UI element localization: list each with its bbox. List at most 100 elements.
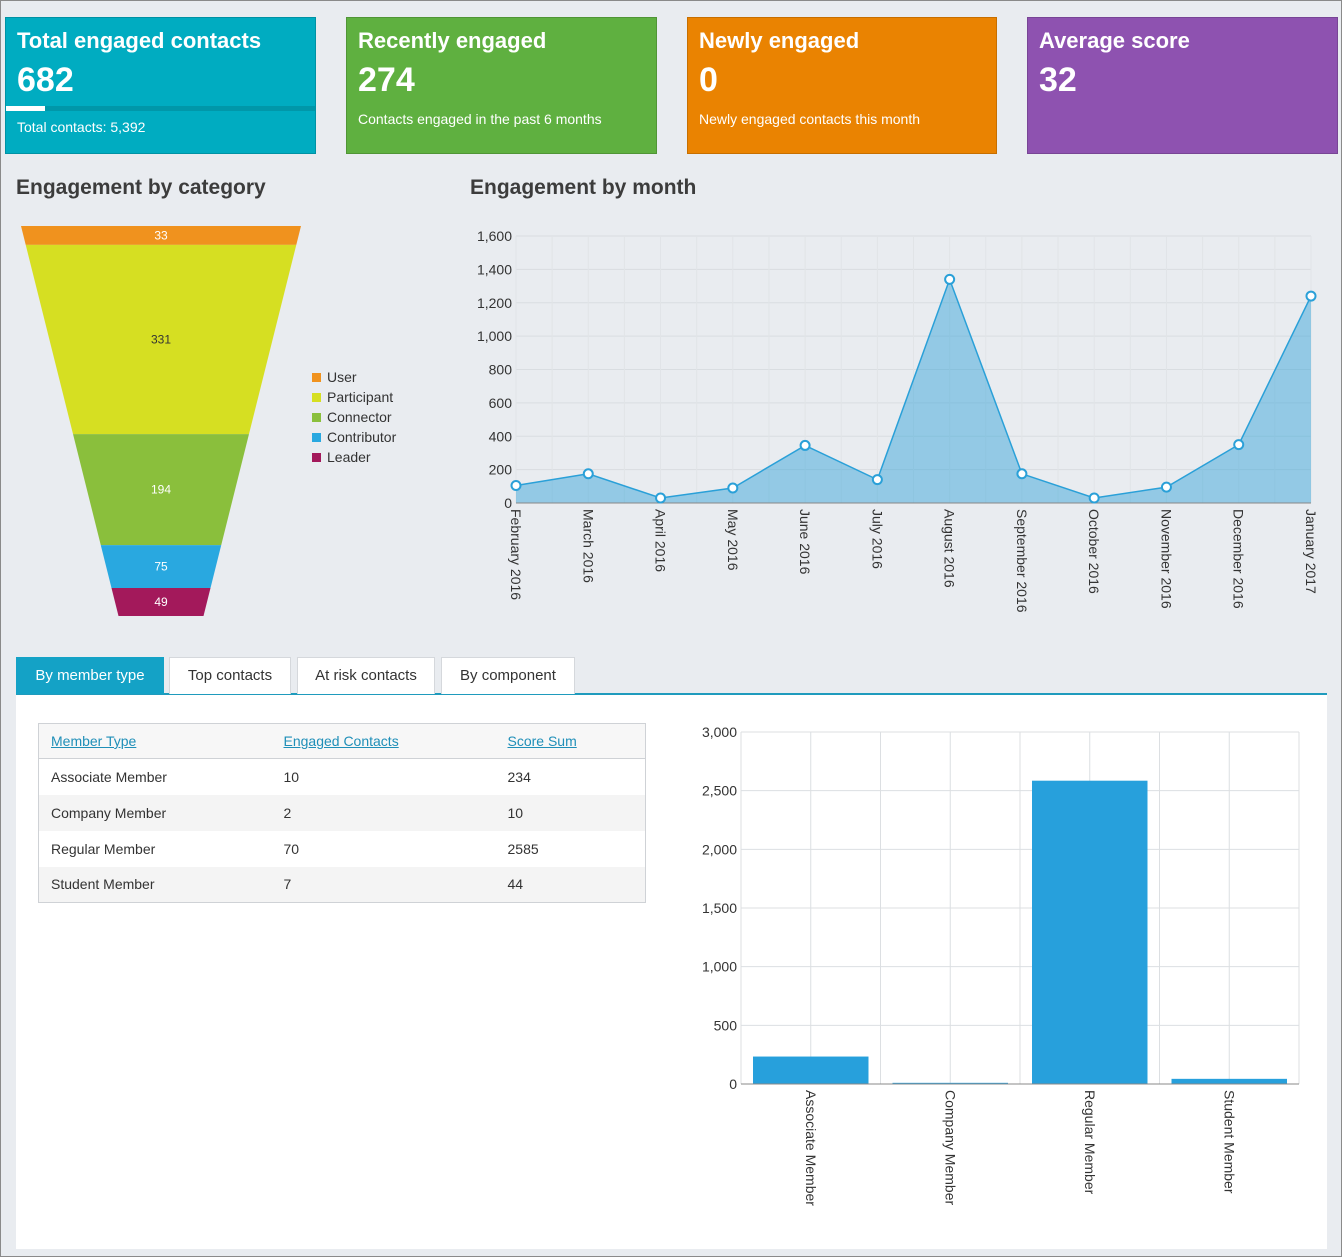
column-header-engaged-contacts[interactable]: Engaged Contacts — [271, 723, 496, 759]
tile-subtext: Contacts engaged in the past 6 months — [358, 111, 602, 127]
data-point — [1016, 468, 1028, 480]
tab-bar: By member type Top contacts At risk cont… — [16, 657, 1327, 695]
y-tick-label: 1,000 — [702, 959, 737, 975]
table-row: Company Member 2 10 — [38, 794, 646, 831]
table-row: Regular Member 70 2585 — [38, 830, 646, 867]
cell-member-type: Regular Member — [38, 830, 272, 867]
tab-at-risk-contacts[interactable]: At risk contacts — [297, 657, 435, 694]
x-tick-label: August 2016 — [942, 509, 958, 588]
tile-average-score: Average score 32 — [1027, 17, 1338, 154]
tile-newly-engaged: Newly engaged 0 Newly engaged contacts t… — [687, 17, 997, 154]
data-point — [655, 492, 667, 504]
funnel-value-label: 49 — [154, 595, 168, 609]
data-point — [727, 482, 739, 494]
cell-engaged-contacts: 7 — [271, 866, 496, 903]
bar-student-member — [1171, 1078, 1287, 1084]
y-tick-label: 400 — [489, 428, 513, 444]
y-tick-label: 800 — [489, 362, 513, 378]
data-point — [510, 479, 522, 491]
tile-title: Total engaged contacts — [17, 28, 262, 53]
cell-member-type: Company Member — [38, 794, 272, 831]
y-tick-label: 1,600 — [477, 228, 512, 244]
tab-panel: Member Type Engaged Contacts Score Sum A… — [16, 695, 1327, 1249]
member-type-bar-chart: 0 500 1,000 1,500 2,000 2,500 3,000 Associate M… — [702, 724, 1300, 1206]
funnel-segment-participant — [25, 244, 297, 435]
x-tick-label: January 2017 — [1303, 509, 1319, 594]
data-point — [1233, 439, 1245, 451]
cell-engaged-contacts: 2 — [271, 794, 496, 831]
x-tick-label: Associate Member — [803, 1090, 819, 1206]
legend-swatch — [312, 413, 321, 422]
table-row: Associate Member 10 234 — [38, 758, 646, 795]
legend-swatch — [312, 433, 321, 442]
data-point — [582, 468, 594, 480]
y-tick-label: 3,000 — [702, 724, 737, 740]
bar-associate-member — [753, 1056, 869, 1084]
cell-member-type: Student Member — [38, 866, 272, 903]
legend-label: Participant — [327, 389, 393, 405]
tab-by-member-type[interactable]: By member type — [16, 657, 164, 694]
column-header-score-sum[interactable]: Score Sum — [495, 723, 646, 759]
y-tick-label: 1,400 — [477, 261, 512, 277]
y-tick-label: 0 — [504, 495, 512, 511]
x-tick-label: May 2016 — [725, 509, 741, 571]
x-tick-label: July 2016 — [869, 509, 885, 569]
tab-top-contacts[interactable]: Top contacts — [169, 657, 291, 694]
x-tick-label: September 2016 — [1014, 509, 1030, 613]
column-header-member-type[interactable]: Member Type — [38, 723, 272, 759]
tile-title: Average score — [1039, 28, 1190, 53]
x-tick-label: Regular Member — [1082, 1090, 1098, 1195]
legend-label: User — [327, 369, 357, 385]
y-tick-label: 2,500 — [702, 783, 737, 799]
series-line — [515, 277, 1312, 499]
funnel-value-label: 194 — [151, 483, 171, 497]
tile-title: Newly engaged — [699, 28, 860, 53]
engagement-by-month-title: Engagement by month — [470, 176, 697, 199]
x-tick-label: November 2016 — [1158, 509, 1174, 609]
x-tick-label: February 2016 — [508, 509, 524, 600]
tile-total-engaged: Total engaged contacts 682 Total contact… — [5, 17, 316, 154]
funnel-segment-contributor — [100, 545, 222, 588]
tab-by-component[interactable]: By component — [441, 657, 575, 694]
tile-progress-fill — [6, 106, 45, 111]
y-tick-label: 1,500 — [702, 900, 737, 916]
bar-regular-member — [1032, 780, 1148, 1084]
table-header-row: Member Type Engaged Contacts Score Sum — [38, 723, 646, 759]
data-point — [1305, 290, 1317, 302]
legend-swatch — [312, 373, 321, 382]
x-tick-label: April 2016 — [653, 509, 669, 572]
data-point — [1160, 481, 1172, 493]
x-tick-label: Company Member — [942, 1090, 958, 1205]
legend-label: Contributor — [327, 429, 397, 445]
data-point — [944, 273, 956, 285]
member-type-table: Member Type Engaged Contacts Score Sum A… — [38, 723, 646, 903]
tile-subtext: Total contacts: 5,392 — [17, 119, 146, 135]
legend-label: Leader — [327, 449, 371, 465]
tile-value: 32 — [1039, 61, 1077, 99]
cell-member-type: Associate Member — [38, 758, 272, 795]
tile-recently-engaged: Recently engaged 274 Contacts engaged in… — [346, 17, 657, 154]
monthly-area-chart: 0 200 400 600 800 1,000 1,200 1,400 1,600 Februar… — [477, 228, 1319, 613]
x-tick-label: March 2016 — [580, 509, 596, 583]
x-tick-label: October 2016 — [1086, 509, 1102, 594]
data-point — [871, 474, 883, 486]
legend-label: Connector — [327, 409, 392, 425]
y-tick-label: 600 — [489, 395, 513, 411]
data-point — [799, 439, 811, 451]
table-row: Student Member 7 44 — [38, 866, 646, 903]
y-tick-label: 0 — [729, 1076, 737, 1092]
cell-score-sum: 2585 — [495, 830, 646, 867]
y-tick-label: 1,200 — [477, 295, 512, 311]
funnel-value-label: 33 — [154, 228, 168, 242]
bar-company-member — [892, 1082, 1008, 1084]
funnel-value-label: 331 — [151, 333, 171, 347]
y-tick-label: 200 — [489, 462, 513, 478]
cell-engaged-contacts: 70 — [271, 830, 496, 867]
data-point — [1088, 492, 1100, 504]
y-tick-label: 1,000 — [477, 328, 512, 344]
cell-score-sum: 10 — [495, 794, 646, 831]
tile-value: 682 — [17, 61, 74, 99]
funnel-value-label: 75 — [154, 560, 168, 574]
tile-progress-bar — [6, 106, 315, 111]
x-tick-label: Student Member — [1221, 1090, 1237, 1194]
